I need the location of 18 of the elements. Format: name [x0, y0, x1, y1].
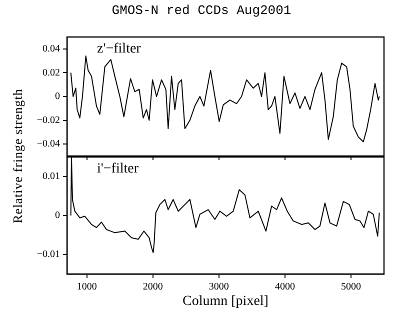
y-tick-label: 0.01	[42, 171, 60, 182]
x-tick-label: 3000	[208, 282, 229, 293]
y-tick-label: 0.04	[42, 44, 60, 55]
x-axis-title: Column [pixel]	[182, 294, 270, 310]
chart-title: GMOS-N red CCDs Aug2001	[110, 3, 292, 18]
annotation: z'−filter	[97, 42, 142, 57]
y-axis-title: Relative fringe strength	[10, 88, 26, 226]
y-tick-label: 0	[55, 210, 60, 222]
x-tick-label: 1000	[76, 282, 97, 293]
annotation: i'−filter	[97, 162, 139, 177]
x-tick-label: 2000	[142, 282, 163, 293]
y-tick-label: 0.02	[42, 67, 60, 78]
x-tick-label: 4000	[274, 282, 295, 293]
x-tick-label: 5000	[340, 282, 361, 293]
y-tick-label: −0.01	[36, 249, 60, 260]
y-tick-label: −0.04	[36, 138, 60, 150]
y-tick-label: 0	[55, 91, 60, 102]
y-tick-label: −0.02	[36, 114, 60, 126]
